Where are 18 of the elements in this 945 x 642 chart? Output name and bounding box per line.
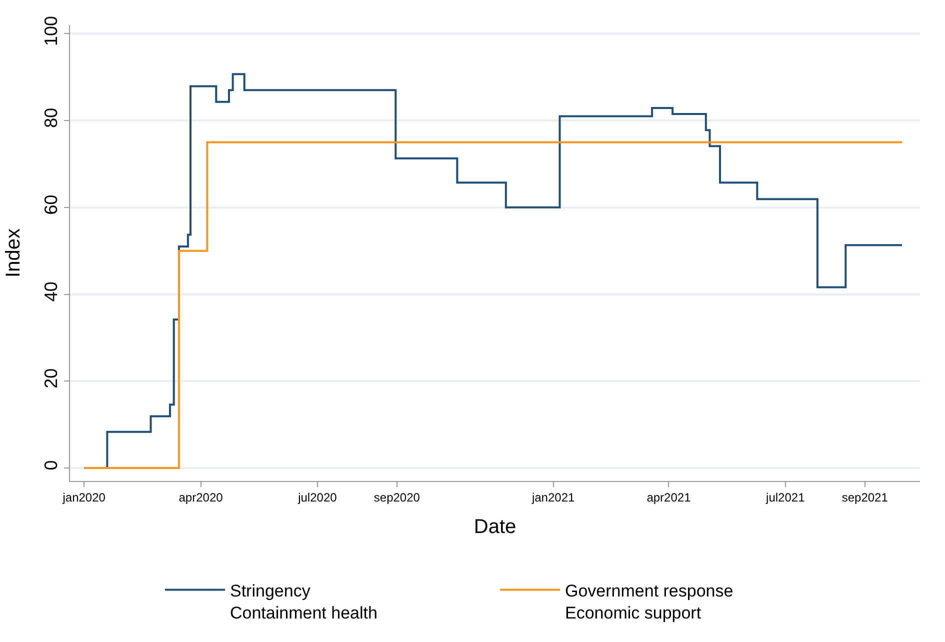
y-tick-label: 40 [40, 282, 61, 302]
x-tick-label: sep2021 [842, 490, 888, 504]
x-tick-label: jul2021 [765, 490, 806, 504]
x-axis-title: Date [474, 516, 516, 538]
x-tick-label: sep2020 [374, 490, 420, 504]
y-tick-label: 20 [40, 368, 61, 388]
x-tick-label: jul2020 [297, 490, 338, 504]
legend-label: Government response Economic support [565, 581, 734, 622]
x-tick-label: apr2020 [178, 490, 224, 504]
x-tick-label: jan2020 [62, 490, 106, 504]
x-tick-label: apr2021 [646, 490, 692, 504]
y-tick-label: 0 [40, 460, 61, 470]
y-tick-label: 80 [40, 108, 61, 128]
legend-label: Stringency Containment health [230, 581, 378, 622]
y-tick-label: 60 [40, 194, 61, 215]
x-tick-label: jan2021 [530, 490, 576, 504]
y-axis-title: Index [2, 228, 24, 278]
y-tick-label: 100 [40, 16, 61, 46]
